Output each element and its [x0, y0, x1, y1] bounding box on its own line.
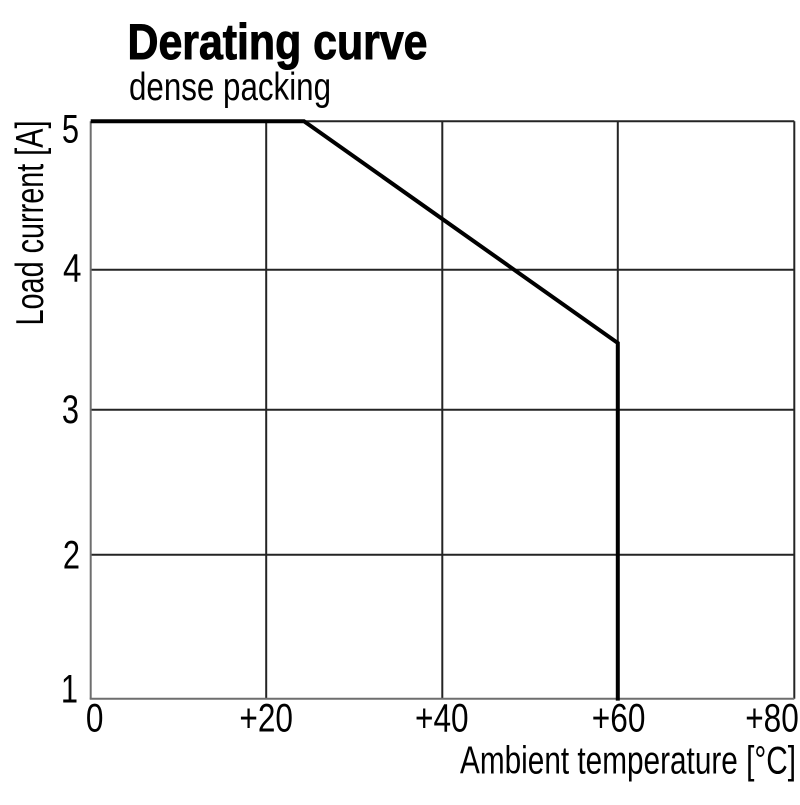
- svg-text:2: 2: [63, 533, 80, 578]
- svg-text:Derating curve: Derating curve: [128, 14, 428, 70]
- svg-text:+60: +60: [592, 696, 646, 740]
- svg-text:1: 1: [61, 667, 78, 712]
- svg-text:4: 4: [63, 246, 81, 290]
- svg-text:+80: +80: [745, 696, 799, 740]
- svg-text:0: 0: [86, 696, 104, 740]
- svg-text:+20: +20: [239, 696, 293, 740]
- svg-text:3: 3: [62, 387, 79, 432]
- svg-text:dense packing: dense packing: [129, 66, 331, 109]
- svg-text:5: 5: [62, 107, 79, 152]
- svg-text:+40: +40: [415, 696, 469, 740]
- svg-text:Load current [A]: Load current [A]: [9, 121, 52, 326]
- svg-text:Ambient temperature [°C]: Ambient temperature [°C]: [460, 740, 796, 783]
